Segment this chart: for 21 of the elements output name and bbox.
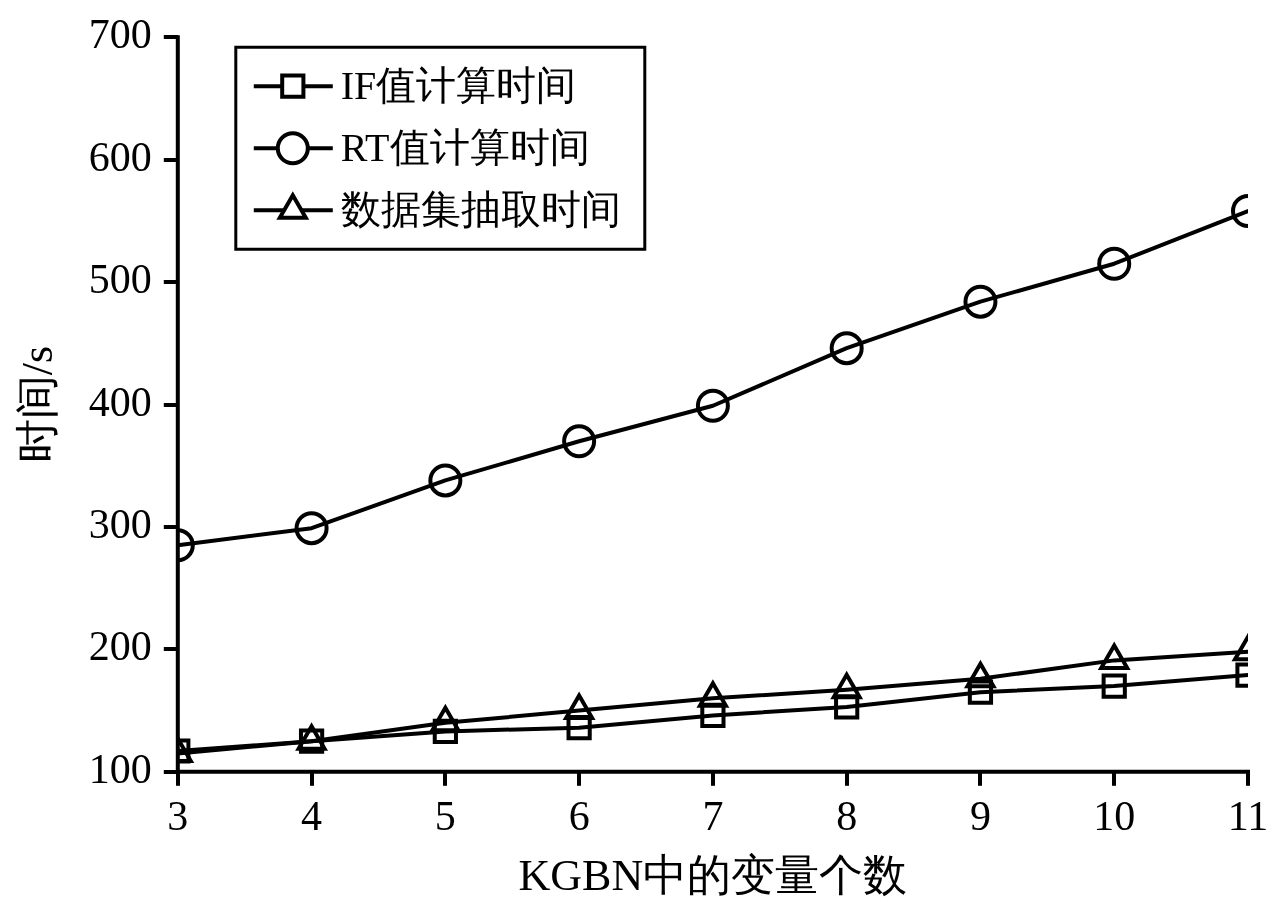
y-tick-label: 200 — [88, 623, 152, 670]
x-tick-label: 7 — [702, 793, 724, 840]
y-tick-label: 300 — [88, 500, 152, 547]
y-tick-label: 600 — [88, 133, 152, 180]
legend-label: 数据集抽取时间 — [340, 186, 621, 232]
x-tick-label: 4 — [301, 793, 323, 840]
legend-label: IF值计算时间 — [340, 62, 577, 108]
y-axis-title: 时间/s — [12, 345, 62, 464]
x-tick-label: 9 — [969, 793, 991, 840]
x-tick-label: 3 — [167, 793, 189, 840]
x-tick-label: 8 — [836, 793, 858, 840]
x-axis-title: KGBN中的变量个数 — [518, 851, 908, 901]
y-tick-label: 700 — [88, 11, 152, 58]
y-tick-label: 100 — [88, 745, 152, 792]
y-tick-label: 400 — [88, 378, 152, 425]
x-tick-label: 11 — [1227, 793, 1269, 840]
x-tick-label: 6 — [568, 793, 590, 840]
legend-label: RT值计算时间 — [340, 124, 590, 170]
x-tick-label: 5 — [434, 793, 456, 840]
y-tick-label: 500 — [88, 256, 152, 303]
x-tick-label: 10 — [1093, 793, 1136, 840]
